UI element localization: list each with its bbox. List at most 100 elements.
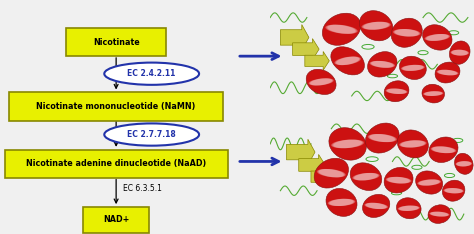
Ellipse shape bbox=[363, 194, 390, 217]
Ellipse shape bbox=[326, 188, 357, 216]
Ellipse shape bbox=[370, 61, 393, 68]
Ellipse shape bbox=[336, 57, 361, 65]
Ellipse shape bbox=[425, 34, 449, 41]
Ellipse shape bbox=[445, 188, 464, 193]
Ellipse shape bbox=[452, 50, 469, 56]
Ellipse shape bbox=[365, 203, 386, 209]
Ellipse shape bbox=[364, 22, 391, 30]
Ellipse shape bbox=[438, 70, 458, 75]
Ellipse shape bbox=[450, 50, 468, 56]
Text: EC 2.7.7.18: EC 2.7.7.18 bbox=[128, 130, 176, 139]
Ellipse shape bbox=[423, 25, 452, 50]
Ellipse shape bbox=[423, 91, 442, 96]
Ellipse shape bbox=[398, 205, 419, 211]
Ellipse shape bbox=[451, 50, 468, 56]
Ellipse shape bbox=[366, 203, 388, 209]
Ellipse shape bbox=[399, 205, 419, 211]
Ellipse shape bbox=[322, 13, 361, 45]
Ellipse shape bbox=[416, 171, 443, 194]
Ellipse shape bbox=[456, 161, 471, 166]
Ellipse shape bbox=[424, 91, 443, 96]
Ellipse shape bbox=[332, 140, 363, 148]
Ellipse shape bbox=[352, 173, 378, 180]
Ellipse shape bbox=[418, 179, 440, 186]
Ellipse shape bbox=[419, 179, 441, 186]
Ellipse shape bbox=[326, 25, 357, 34]
Ellipse shape bbox=[319, 169, 346, 177]
Ellipse shape bbox=[444, 188, 463, 193]
Ellipse shape bbox=[435, 62, 460, 83]
Ellipse shape bbox=[365, 203, 387, 209]
Ellipse shape bbox=[400, 56, 426, 80]
Ellipse shape bbox=[395, 29, 420, 37]
Ellipse shape bbox=[386, 177, 410, 183]
Ellipse shape bbox=[430, 212, 449, 216]
Ellipse shape bbox=[399, 205, 420, 211]
Ellipse shape bbox=[430, 212, 449, 216]
Ellipse shape bbox=[422, 84, 445, 103]
PathPatch shape bbox=[299, 154, 325, 176]
Ellipse shape bbox=[456, 161, 472, 166]
Ellipse shape bbox=[334, 57, 359, 65]
Ellipse shape bbox=[309, 78, 332, 85]
Ellipse shape bbox=[456, 161, 472, 166]
Text: Nicotinate: Nicotinate bbox=[93, 38, 139, 47]
Ellipse shape bbox=[363, 22, 390, 30]
Ellipse shape bbox=[328, 199, 354, 206]
Ellipse shape bbox=[430, 146, 455, 153]
Text: EC 6.3.5.1: EC 6.3.5.1 bbox=[123, 184, 162, 193]
Ellipse shape bbox=[394, 29, 419, 37]
Ellipse shape bbox=[371, 61, 395, 68]
Ellipse shape bbox=[402, 65, 425, 71]
Ellipse shape bbox=[399, 140, 425, 148]
Ellipse shape bbox=[387, 88, 408, 94]
Ellipse shape bbox=[432, 146, 456, 153]
Ellipse shape bbox=[386, 88, 407, 94]
Text: EC 2.4.2.11: EC 2.4.2.11 bbox=[128, 69, 176, 78]
Ellipse shape bbox=[306, 69, 336, 95]
Ellipse shape bbox=[362, 22, 389, 30]
Ellipse shape bbox=[333, 140, 364, 148]
Ellipse shape bbox=[401, 65, 424, 71]
Ellipse shape bbox=[329, 199, 356, 206]
PathPatch shape bbox=[311, 167, 336, 186]
Ellipse shape bbox=[400, 140, 426, 148]
Ellipse shape bbox=[385, 88, 406, 94]
Ellipse shape bbox=[318, 169, 345, 177]
Text: NAD+: NAD+ bbox=[103, 216, 129, 224]
Ellipse shape bbox=[442, 180, 465, 201]
Ellipse shape bbox=[387, 177, 411, 183]
Ellipse shape bbox=[426, 34, 450, 41]
Ellipse shape bbox=[325, 25, 356, 34]
Ellipse shape bbox=[369, 134, 396, 142]
Ellipse shape bbox=[437, 70, 458, 75]
Ellipse shape bbox=[428, 205, 451, 223]
PathPatch shape bbox=[286, 139, 315, 165]
Ellipse shape bbox=[335, 57, 360, 65]
PathPatch shape bbox=[280, 25, 309, 50]
Ellipse shape bbox=[429, 137, 458, 163]
Ellipse shape bbox=[425, 34, 448, 41]
FancyBboxPatch shape bbox=[66, 28, 166, 56]
Ellipse shape bbox=[449, 41, 470, 64]
Ellipse shape bbox=[314, 158, 348, 188]
Ellipse shape bbox=[104, 62, 199, 85]
Ellipse shape bbox=[370, 61, 394, 68]
FancyBboxPatch shape bbox=[5, 150, 228, 178]
PathPatch shape bbox=[292, 39, 319, 60]
Ellipse shape bbox=[353, 173, 379, 180]
Ellipse shape bbox=[424, 91, 443, 96]
Ellipse shape bbox=[328, 25, 358, 34]
Ellipse shape bbox=[310, 78, 334, 85]
Ellipse shape bbox=[368, 134, 395, 142]
Ellipse shape bbox=[365, 123, 399, 153]
Ellipse shape bbox=[401, 65, 423, 71]
Ellipse shape bbox=[396, 198, 421, 219]
Ellipse shape bbox=[350, 163, 382, 190]
Text: Nicotinate mononucleotide (NaMN): Nicotinate mononucleotide (NaMN) bbox=[36, 102, 196, 111]
Ellipse shape bbox=[359, 11, 393, 41]
Ellipse shape bbox=[331, 140, 362, 148]
Text: Nicotinate adenine dinucleotide (NaAD): Nicotinate adenine dinucleotide (NaAD) bbox=[26, 159, 206, 168]
Ellipse shape bbox=[317, 169, 344, 177]
Ellipse shape bbox=[455, 153, 473, 174]
